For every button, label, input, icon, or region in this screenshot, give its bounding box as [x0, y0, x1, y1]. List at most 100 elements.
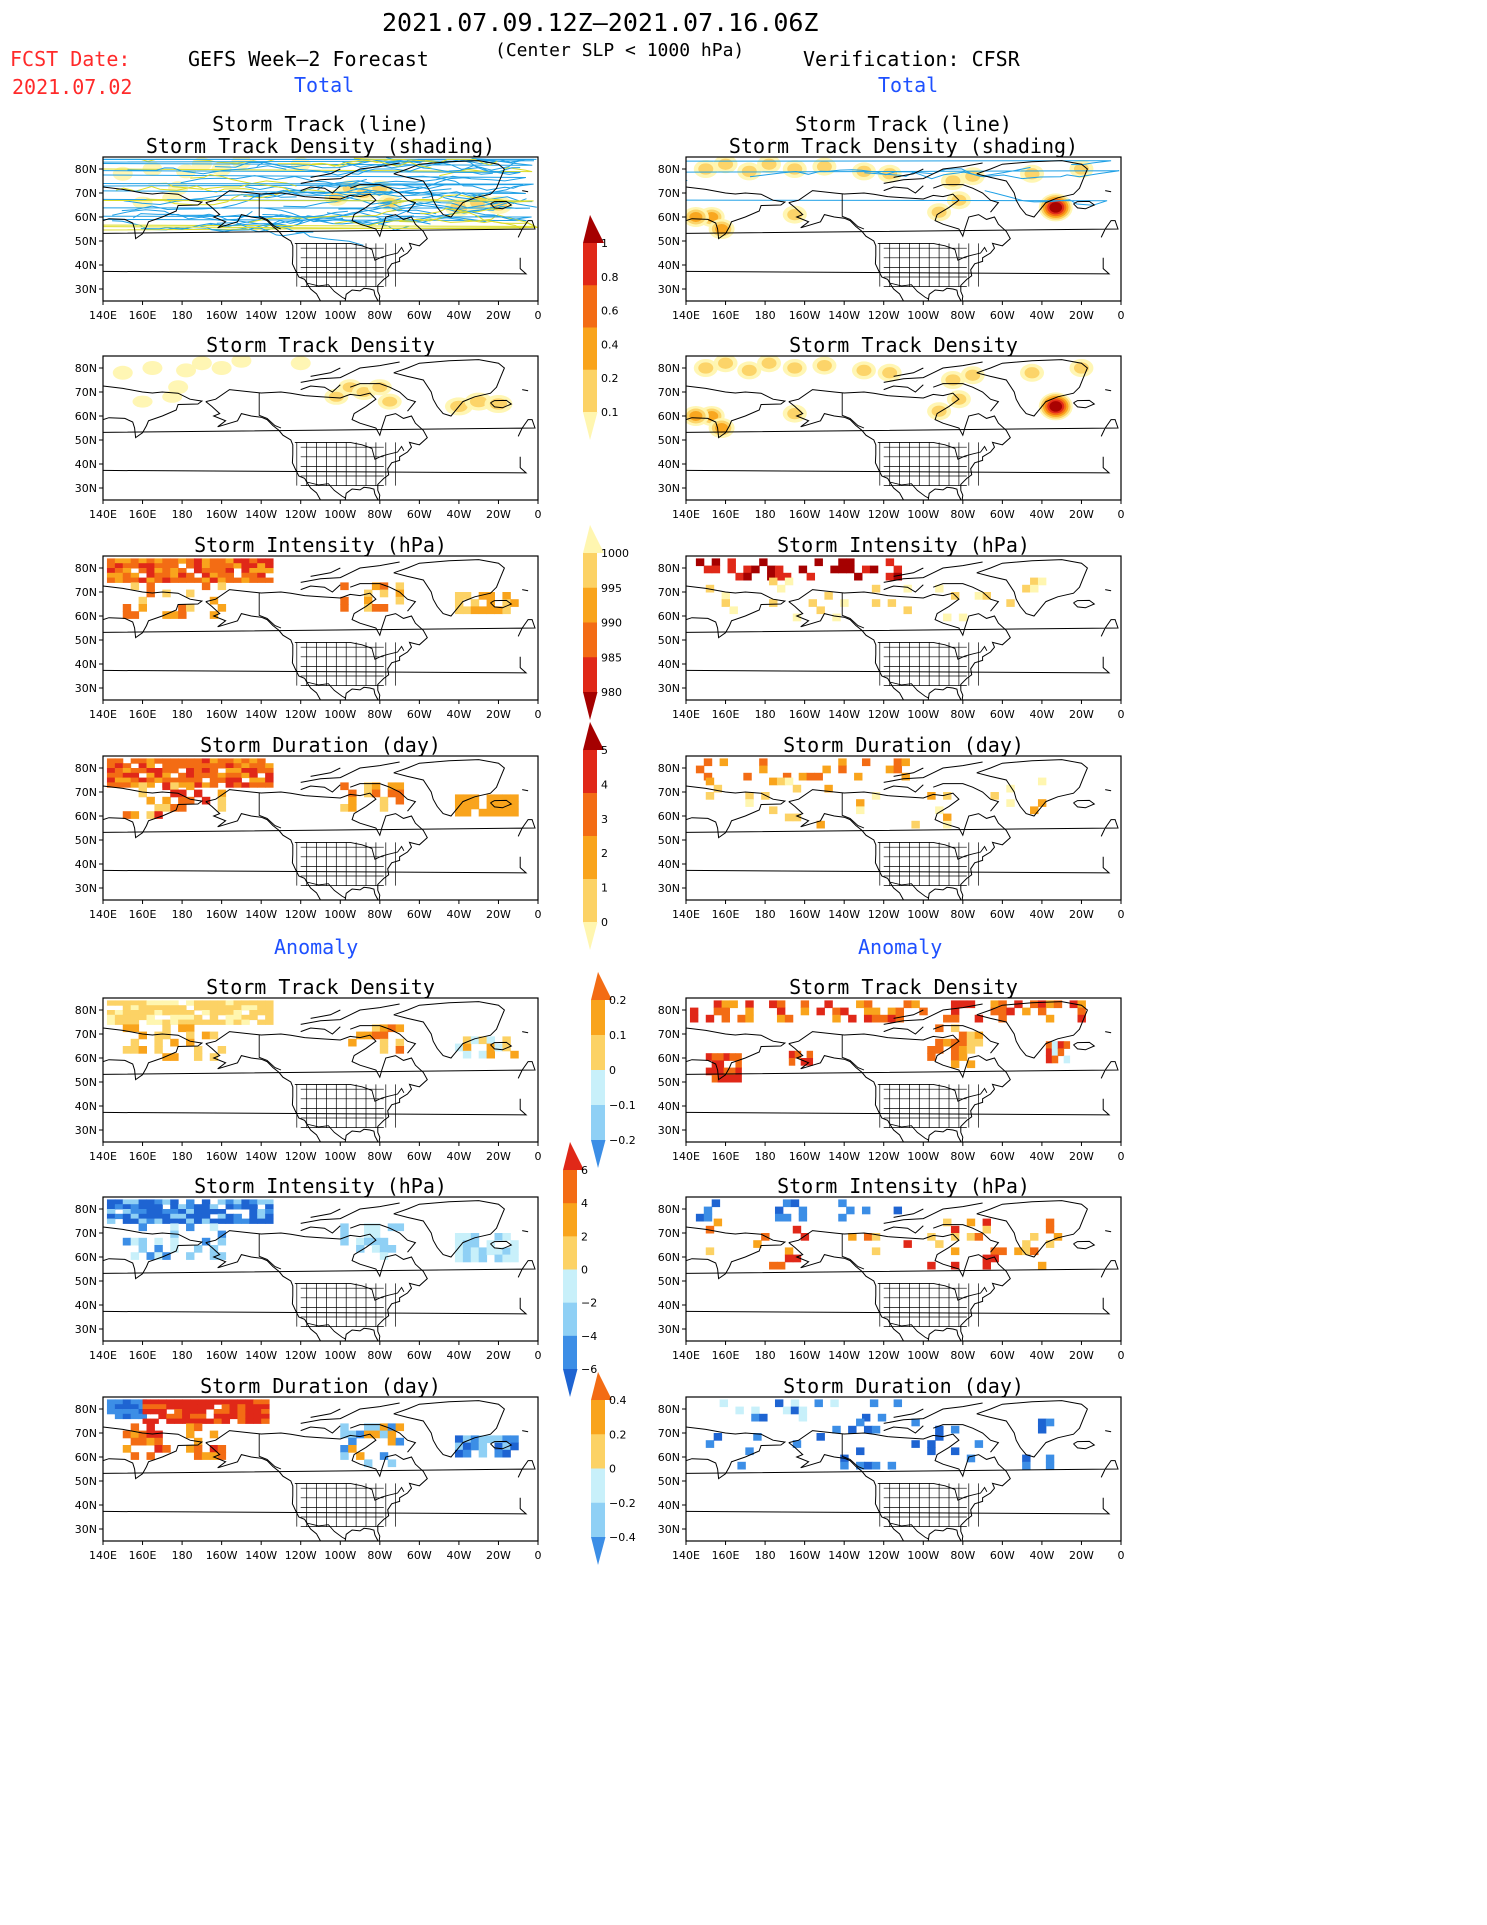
coastline	[976, 1200, 1089, 1258]
lat-label: 60N	[658, 410, 680, 423]
lon-label: 100W	[324, 708, 356, 721]
colorbar-label: 2	[601, 847, 608, 860]
grid-cell	[166, 1418, 175, 1424]
grid-cell	[130, 1005, 140, 1011]
grid-cell	[1022, 1240, 1031, 1248]
grid-cell	[154, 1437, 163, 1446]
lon-label: 20W	[486, 1549, 511, 1562]
grid-cell	[257, 1218, 266, 1224]
coastline	[300, 162, 400, 184]
grid-cell	[753, 1240, 762, 1248]
grid-cell	[162, 589, 171, 598]
coastline	[788, 1430, 1011, 1541]
coastline	[893, 1208, 924, 1218]
grid-cell	[146, 796, 155, 805]
lon-label: 140W	[828, 1150, 860, 1163]
density-blob	[761, 357, 777, 369]
grid-cell	[1045, 1418, 1055, 1427]
grid-cell	[130, 1252, 140, 1260]
colorbar-label: 1	[601, 882, 608, 895]
grid-cell	[871, 1007, 881, 1016]
grid-cell	[225, 758, 234, 764]
grid-cell	[1077, 1007, 1086, 1016]
grid-cell	[395, 1423, 405, 1432]
grid-cell	[205, 1418, 215, 1424]
grid-cell	[838, 765, 847, 774]
lon-label: 0	[535, 708, 542, 721]
colorbar-segment	[591, 1400, 605, 1435]
grid-cell	[364, 1423, 373, 1432]
grid-cell	[225, 768, 234, 774]
lon-label: 180	[172, 908, 193, 921]
grid-cell	[193, 1218, 203, 1224]
lon-label: 0	[1118, 309, 1125, 322]
lat-label: 50N	[658, 834, 680, 847]
grid-cell	[233, 577, 242, 583]
grid-cell	[241, 1199, 250, 1205]
grid-cell	[462, 1449, 472, 1458]
lat-label: 70N	[75, 187, 97, 200]
lon-label: 140E	[672, 1349, 700, 1362]
colorbar-segment	[583, 587, 597, 623]
panel-title: Storm Track Density	[206, 975, 435, 999]
colorbar-label: 4	[581, 1197, 588, 1210]
colorbar-label: 6	[581, 1164, 588, 1177]
storm-track	[103, 159, 533, 166]
storm-track	[283, 188, 452, 208]
lon-label: 140E	[89, 309, 117, 322]
grid-cell	[237, 1404, 246, 1410]
grid-cell	[114, 772, 124, 779]
grid-cell	[769, 577, 778, 586]
grid-cell	[861, 1413, 871, 1422]
lat-label: 40N	[75, 259, 97, 272]
grid-cell	[713, 1000, 723, 1009]
grid-cell	[209, 1000, 219, 1006]
grid-cell	[1063, 1041, 1071, 1049]
grid-cell	[856, 806, 865, 815]
grid-cell	[759, 765, 768, 774]
grid-cell	[249, 1000, 258, 1006]
grid-cell	[893, 1206, 903, 1215]
grid-cell	[201, 763, 211, 769]
coastline	[933, 1025, 1000, 1054]
grid-cell	[150, 1404, 159, 1410]
grid-cell	[265, 577, 274, 583]
grid-cell	[887, 1461, 897, 1470]
grid-cell	[719, 758, 729, 767]
grid-cell	[846, 558, 855, 567]
grid-cell	[470, 794, 480, 803]
grid-cell	[774, 1206, 784, 1215]
grid-cell	[130, 558, 140, 564]
coastline	[927, 1327, 962, 1341]
grid-cell	[138, 1213, 147, 1220]
lon-label: 180	[172, 1549, 193, 1562]
coastline	[686, 1426, 787, 1480]
grid-cell	[122, 1399, 132, 1405]
lon-label: 60W	[990, 1349, 1015, 1362]
lon-label: 140E	[672, 1549, 700, 1562]
grid-cell	[154, 1005, 163, 1011]
lon-label: 60W	[990, 309, 1015, 322]
grid-cell	[727, 558, 736, 567]
lon-label: 140W	[245, 1549, 277, 1562]
grid-cell	[217, 796, 227, 805]
lon-label: 120W	[285, 309, 317, 322]
coastline	[300, 1003, 400, 1025]
panel-subtitle: Storm Track Density (shading)	[146, 134, 495, 158]
grid-cell	[863, 1425, 873, 1434]
grid-cell	[927, 1261, 936, 1270]
grid-cell	[170, 777, 179, 783]
coastline	[788, 1230, 1011, 1341]
coastline	[841, 194, 865, 230]
grid-cell	[854, 772, 863, 781]
grid-cell	[261, 1409, 270, 1415]
grid-cell	[178, 758, 187, 764]
panel-subtitle: Storm Track Density (shading)	[729, 134, 1078, 158]
lat-label: 50N	[658, 634, 680, 647]
grid-cell	[1045, 1055, 1053, 1064]
grid-cell	[371, 604, 381, 612]
storm-track	[103, 160, 521, 175]
panel-title: Storm Duration (day)	[200, 1374, 441, 1398]
grid-cell	[193, 782, 203, 788]
colorbar-segment	[583, 836, 597, 880]
